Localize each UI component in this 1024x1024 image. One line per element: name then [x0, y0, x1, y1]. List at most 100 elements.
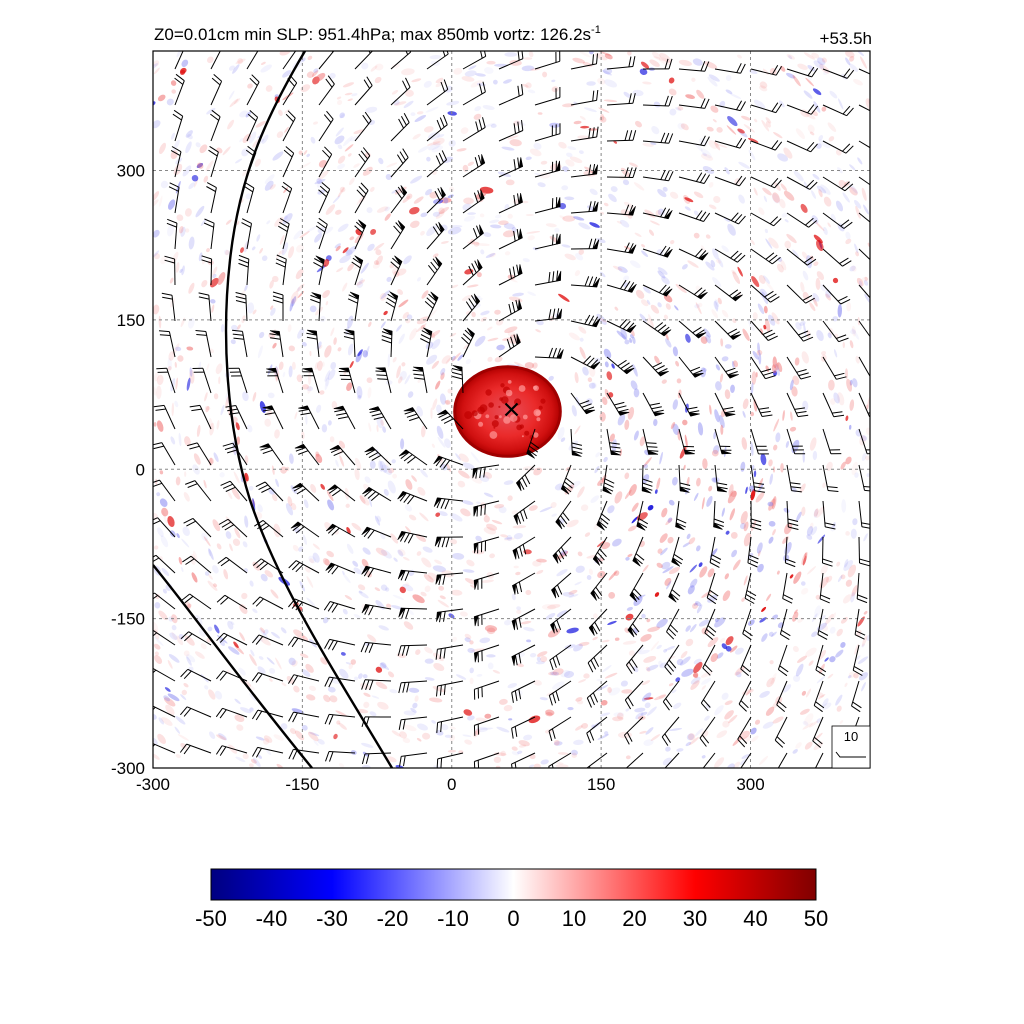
positive-vorticity-cell [374, 587, 381, 592]
positive-vorticity-cell [317, 360, 323, 371]
negative-vorticity-cell [357, 349, 363, 357]
negative-vorticity-cell [661, 276, 670, 285]
negative-vorticity-cell [263, 629, 269, 635]
positive-vorticity-cell [864, 276, 868, 281]
positive-vorticity-cell [580, 504, 589, 512]
positive-vorticity-cell [486, 60, 496, 65]
negative-vorticity-cell [704, 715, 710, 721]
negative-vorticity-cell [693, 602, 698, 606]
positive-vorticity-cell [797, 63, 808, 70]
positive-vorticity-cell [840, 461, 846, 470]
positive-vorticity-cell [215, 363, 223, 375]
negative-vorticity-cell [153, 250, 160, 257]
positive-vorticity-cell [825, 575, 833, 583]
positive-vorticity-cell [244, 472, 249, 482]
negative-vorticity-cell [367, 243, 375, 252]
eyewall-detail [521, 435, 524, 438]
positive-vorticity-cell [272, 275, 279, 283]
positive-vorticity-cell [312, 121, 319, 125]
negative-vorticity-cell [689, 623, 697, 633]
negative-vorticity-cell [410, 175, 423, 184]
positive-vorticity-cell [193, 453, 201, 465]
positive-vorticity-cell [156, 420, 164, 432]
negative-vorticity-cell [181, 59, 189, 68]
negative-vorticity-cell [439, 393, 447, 405]
positive-vorticity-cell [205, 160, 214, 172]
negative-vorticity-cell [557, 426, 565, 440]
positive-vorticity-cell [276, 131, 284, 138]
positive-vorticity-cell [773, 131, 783, 139]
negative-vorticity-cell [302, 534, 307, 545]
negative-vorticity-cell [435, 729, 444, 736]
colorbar-tick-label: 10 [562, 906, 586, 931]
negative-vorticity-cell [643, 463, 648, 469]
positive-vorticity-cell [325, 204, 336, 215]
positive-vorticity-cell [299, 653, 309, 659]
negative-vorticity-cell [591, 382, 597, 389]
positive-vorticity-cell [432, 137, 445, 146]
negative-vorticity-cell [450, 224, 463, 228]
positive-vorticity-cell [820, 564, 828, 575]
negative-vorticity-cell [564, 196, 575, 201]
positive-vorticity-cell [698, 302, 703, 308]
positive-vorticity-cell [716, 259, 721, 264]
negative-vorticity-cell [812, 450, 818, 461]
negative-vorticity-cell [288, 365, 293, 378]
negative-vorticity-cell [180, 566, 184, 573]
positive-vorticity-cell [773, 444, 778, 451]
positive-vorticity-cell [419, 512, 429, 522]
negative-vorticity-cell [423, 80, 432, 88]
positive-vorticity-cell [813, 732, 823, 742]
positive-vorticity-cell [399, 731, 408, 739]
negative-vorticity-cell [312, 552, 320, 563]
negative-vorticity-cell [360, 262, 369, 274]
positive-vorticity-cell [768, 459, 773, 467]
negative-vorticity-cell [359, 277, 364, 284]
negative-vorticity-cell [450, 513, 463, 522]
positive-vorticity-cell [315, 306, 324, 316]
positive-vorticity-cell [153, 60, 160, 67]
positive-vorticity-cell [427, 141, 441, 146]
negative-vorticity-cell [383, 488, 389, 496]
negative-vorticity-cell [335, 459, 339, 467]
positive-vorticity-cell [402, 737, 411, 744]
positive-vorticity-cell [311, 70, 319, 77]
negative-vorticity-cell [585, 398, 593, 406]
positive-vorticity-cell [289, 728, 297, 735]
positive-vorticity-cell [416, 111, 424, 115]
negative-vorticity-cell [451, 355, 456, 361]
positive-vorticity-cell [740, 511, 748, 525]
negative-vorticity-cell [861, 682, 866, 692]
y-tick-label: 0 [136, 460, 145, 479]
positive-vorticity-cell [270, 589, 279, 599]
positive-vorticity-cell [445, 399, 451, 406]
positive-vorticity-cell [357, 708, 369, 714]
positive-vorticity-cell [579, 115, 586, 121]
negative-vorticity-cell [342, 573, 351, 584]
negative-vorticity-cell [659, 451, 663, 465]
negative-vorticity-cell [653, 418, 658, 427]
negative-vorticity-cell [484, 67, 494, 74]
positive-vorticity-cell [724, 710, 734, 720]
positive-vorticity-cell [417, 486, 426, 496]
negative-vorticity-cell [727, 223, 736, 236]
positive-vorticity-cell [559, 215, 565, 219]
positive-vorticity-cell [353, 129, 365, 134]
negative-vorticity-cell [407, 391, 414, 398]
positive-vorticity-cell [216, 419, 220, 430]
positive-vorticity-cell [278, 109, 283, 116]
positive-vorticity-cell [183, 650, 190, 657]
positive-vorticity-cell [656, 562, 663, 569]
negative-vorticity-cell [405, 504, 412, 512]
negative-vorticity-cell [706, 495, 713, 507]
negative-vorticity-cell [604, 79, 618, 88]
negative-vorticity-cell [153, 120, 161, 129]
negative-vorticity-cell [257, 666, 266, 674]
negative-vorticity-cell [157, 527, 164, 538]
positive-vorticity-cell [218, 376, 221, 385]
negative-vorticity-cell [378, 157, 384, 165]
positive-vorticity-cell [336, 96, 342, 100]
negative-vorticity-cell [575, 565, 585, 573]
positive-vorticity-cell [338, 722, 347, 730]
negative-vorticity-cell [158, 717, 165, 725]
